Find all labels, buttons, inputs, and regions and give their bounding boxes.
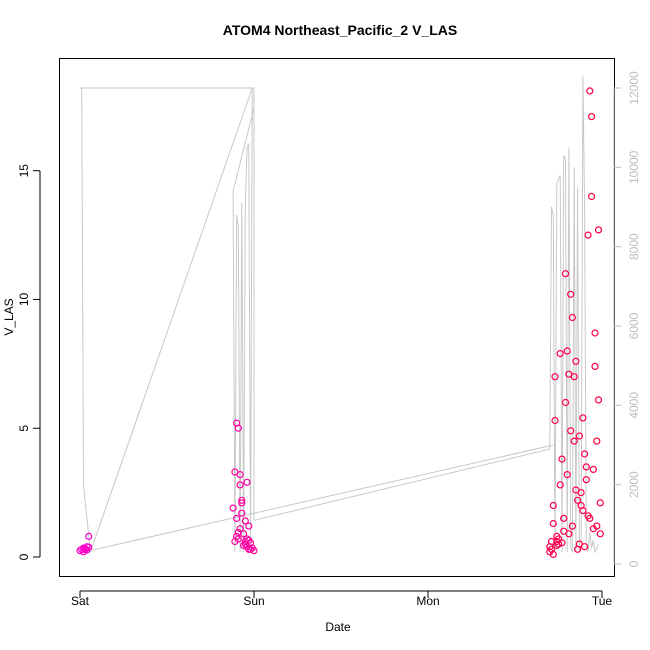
data-point [589,465,597,473]
data-point [580,450,589,458]
data-point [238,509,246,517]
y2-tick-label: 10000 [627,150,641,184]
data-point [596,499,604,507]
data-point [563,471,571,479]
data-point [587,192,596,201]
data-point [563,347,571,355]
data-point [582,476,590,484]
trace-baseline [83,444,554,553]
x-tick-label: Mon [416,594,439,608]
y2-tick-label: 4000 [627,392,641,419]
data-point [573,496,582,504]
data-point [231,537,239,546]
data-point [243,478,251,486]
data-point [85,532,93,541]
data-point [229,504,237,512]
y-tick-label: 10 [17,292,31,306]
data-point [560,527,568,535]
y-tick-label: 0 [17,553,31,560]
data-point [556,350,564,358]
data-point [561,270,570,278]
chart-title: ATOM4 Northeast_Pacific_2 V_LAS [223,22,457,38]
y-axis-title: V_LAS [2,298,16,335]
data-point [245,536,253,544]
data-point [241,517,249,525]
data-point [553,537,561,546]
data-point [591,329,599,337]
data-point [579,507,587,515]
data-point [584,231,592,239]
data-point [594,396,603,404]
data-point [85,543,93,551]
data-point [551,416,559,425]
data-point [558,455,566,463]
data-point [593,522,601,530]
data-point [568,313,577,322]
data-point [551,373,559,381]
data-point [586,87,594,95]
y2-tick-label: 2000 [627,471,641,498]
data-point [236,471,244,479]
y2-tick-label: 6000 [627,312,641,339]
data-point [584,512,592,520]
trace-line [80,76,599,554]
data-point [245,522,253,530]
data-point [549,519,557,528]
data-point [234,528,242,537]
y-tick-label: 5 [17,425,31,432]
data-point [547,537,556,546]
y2-tick-label: 0 [627,560,641,567]
data-point [560,514,568,523]
data-point [549,550,557,559]
y-axis: 0 5 10 15 [17,164,41,560]
data-point [570,437,578,445]
data-point [575,432,584,440]
y2-tick-label: 12000 [627,71,641,105]
data-point [238,499,246,507]
data-point [572,357,580,365]
data-point [570,373,578,381]
x-tick-label: Sun [243,594,264,608]
y-tick-label: 15 [17,164,31,178]
data-point [236,525,244,533]
data-point [567,290,575,298]
data-point [240,541,248,550]
x-tick-label: Sat [71,594,90,608]
y2-axis: 0 2000 4000 6000 8000 10000 12000 [613,71,641,567]
data-point [553,541,561,550]
x-tick-label: Tue [592,594,613,608]
data-point [593,437,601,445]
data-point [582,463,590,471]
data-point [587,112,596,121]
data-point [568,522,577,530]
data-point [234,424,242,432]
data-point [580,543,589,551]
data-point [579,414,587,422]
data-point [549,501,557,510]
data-point [591,362,599,370]
data-point [567,427,575,435]
data-point [238,496,246,504]
trace-layer [80,76,599,554]
data-point [561,398,570,407]
data-point [233,514,241,523]
data-point [594,226,603,234]
y2-tick-label: 8000 [627,233,641,260]
data-point [236,481,244,489]
x-axis-title: Date [325,620,351,634]
x-axis: Sat Sun Mon Tue [71,590,613,608]
data-point [556,481,564,489]
data-point [577,489,585,497]
points-layer [76,87,604,559]
data-point [596,530,604,538]
data-point [250,546,258,555]
plot-area [59,58,615,577]
